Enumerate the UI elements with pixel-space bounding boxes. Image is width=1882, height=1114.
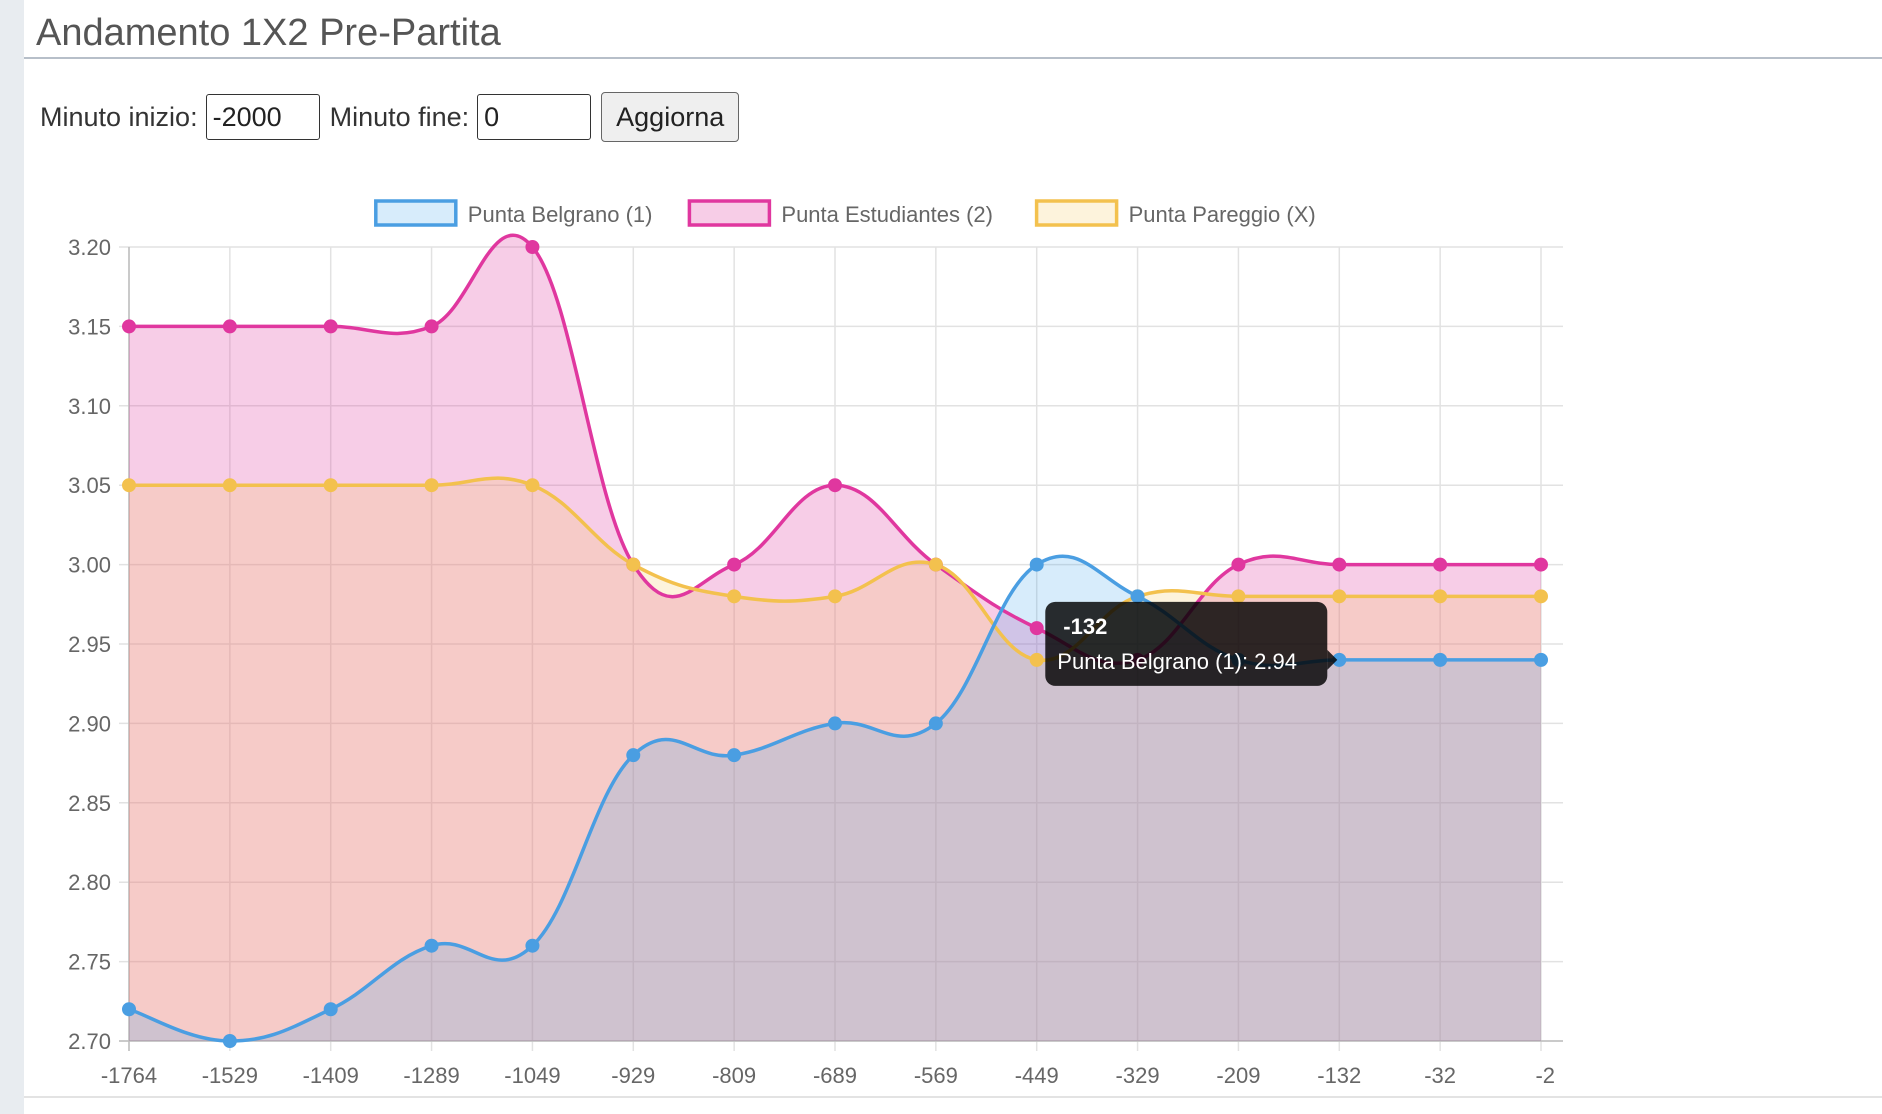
data-point [1231, 589, 1246, 604]
data-point [1534, 589, 1548, 604]
x-tick-label: -1409 [303, 1063, 359, 1088]
data-point [1433, 589, 1448, 604]
y-tick-label: 2.95 [68, 632, 111, 657]
y-tick-label: 3.20 [68, 235, 111, 260]
title-divider [24, 57, 1882, 59]
data-point [626, 748, 641, 763]
data-point [122, 319, 136, 334]
data-point [1029, 557, 1044, 572]
x-tick-label: -1289 [403, 1063, 459, 1088]
data-point [727, 748, 742, 763]
series-area-1 [129, 235, 1541, 1041]
x-tick-label: -449 [1015, 1063, 1059, 1088]
x-tick-label: -1049 [504, 1063, 560, 1088]
x-tick-label: -929 [611, 1063, 655, 1088]
data-point [1029, 652, 1044, 667]
data-point [222, 319, 237, 334]
tooltip: -132 Punta Belgrano (1): 2.94 [1045, 601, 1338, 686]
y-tick-label: 2.75 [68, 950, 111, 975]
data-point [1130, 589, 1145, 604]
data-point [1433, 652, 1448, 667]
side-strip [0, 0, 24, 1114]
x-tick-label: -1764 [101, 1063, 157, 1088]
data-point [323, 1002, 338, 1017]
series-line-1 [129, 233, 1541, 666]
y-tick-label: 3.10 [68, 394, 111, 419]
y-tick-label: 2.90 [68, 711, 111, 736]
chart-panel: Andamento 1X2 Pre-Partita Minuto inizio:… [24, 0, 1882, 1114]
end-minute-label: Minuto fine: [329, 101, 470, 132]
tooltip-body: Punta Belgrano (1): 2.94 [1057, 649, 1297, 674]
y-tick-label: 3.15 [68, 314, 111, 339]
data-point [525, 240, 540, 254]
x-tick-label: -1529 [202, 1063, 258, 1088]
legend-swatch [1034, 199, 1119, 227]
range-controls: Minuto inizio: Minuto fine: Aggiorna [40, 92, 740, 142]
data-point [727, 589, 742, 604]
data-point [323, 319, 338, 334]
data-point [424, 319, 439, 334]
data-point [1332, 557, 1347, 572]
end-minute-input[interactable] [477, 94, 592, 140]
data-point [928, 716, 943, 731]
data-point [222, 1034, 237, 1048]
data-point [1029, 621, 1044, 636]
tooltip-caret [1327, 649, 1338, 670]
x-tick-label: -132 [1317, 1063, 1361, 1088]
y-tick-label: 3.00 [68, 553, 111, 578]
y-tick-label: 2.85 [68, 791, 111, 816]
data-point [525, 478, 540, 493]
data-point [928, 557, 943, 572]
update-button[interactable]: Aggiorna [601, 92, 740, 142]
tooltip-title: -132 [1063, 614, 1107, 639]
start-minute-label: Minuto inizio: [40, 101, 198, 132]
y-tick-label: 2.70 [68, 1029, 111, 1054]
data-point [222, 478, 237, 493]
data-point [122, 1002, 136, 1017]
legend-label: Punta Estudiantes (2) [781, 202, 993, 227]
data-point [626, 557, 641, 572]
x-tick-label: -809 [712, 1063, 756, 1088]
legend-swatch [687, 199, 772, 227]
x-tick-label: -2 [1535, 1063, 1555, 1088]
data-point [1534, 557, 1548, 572]
data-point [1534, 652, 1548, 667]
data-point [828, 716, 842, 731]
x-tick-label: -569 [914, 1063, 958, 1088]
data-point [1433, 557, 1448, 572]
x-tick-label: -689 [813, 1063, 857, 1088]
start-minute-input[interactable] [205, 94, 320, 140]
legend-label: Punta Pareggio (X) [1129, 202, 1316, 227]
tooltip-box [1045, 601, 1328, 686]
data-point [1231, 557, 1246, 572]
data-point [727, 557, 742, 572]
y-tick-label: 3.05 [68, 473, 111, 498]
x-tick-label: -209 [1216, 1063, 1260, 1088]
data-point [525, 938, 540, 953]
x-tick-label: -329 [1116, 1063, 1160, 1088]
x-tick-label: -32 [1424, 1063, 1456, 1088]
bottom-divider [24, 1096, 1882, 1098]
data-point [323, 478, 338, 493]
data-point [1332, 589, 1347, 604]
data-point [828, 478, 842, 493]
page-title: Andamento 1X2 Pre-Partita [36, 12, 501, 54]
data-point [828, 589, 842, 604]
data-point [424, 478, 439, 493]
legend: Punta Belgrano (1) Punta Estudiantes (2) P… [374, 199, 1316, 227]
data-point [122, 478, 136, 493]
odds-chart: 3.20 3.15 3.10 3.05 3.00 2.95 2.90 2.85 2.80 2.75… [68, 199, 1563, 1088]
legend-label: Punta Belgrano (1) [468, 202, 653, 227]
data-point [424, 938, 439, 953]
legend-swatch [374, 199, 458, 227]
y-tick-label: 2.80 [68, 870, 111, 895]
